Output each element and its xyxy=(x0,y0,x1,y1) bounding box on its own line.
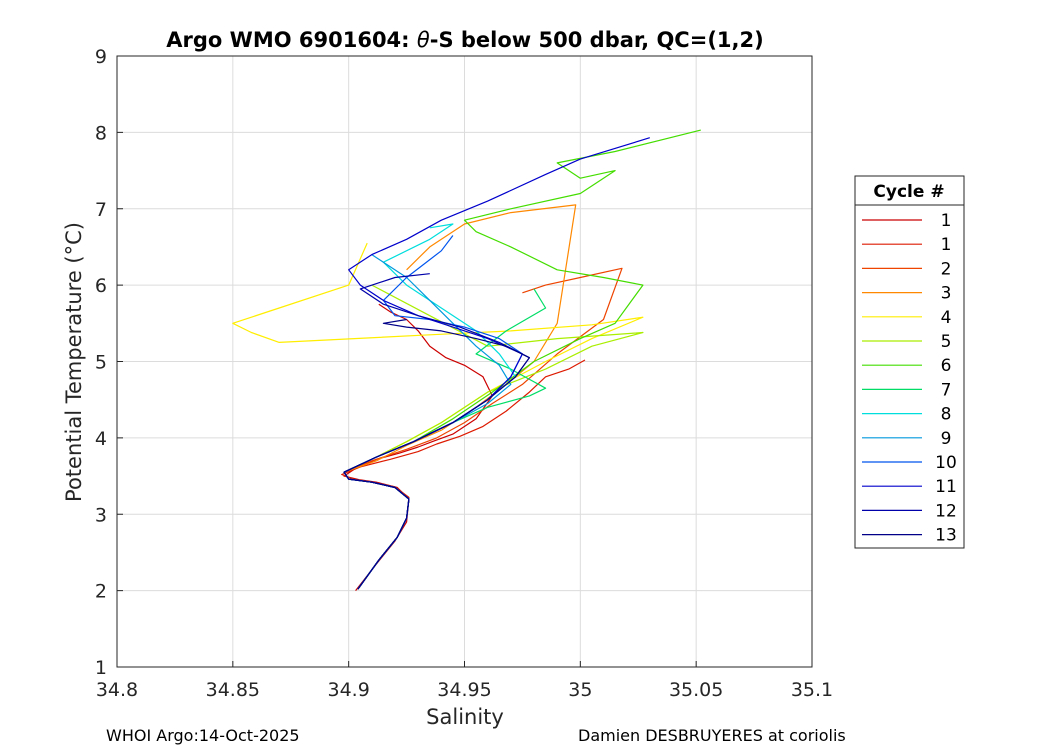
legend-entry-label: 4 xyxy=(941,308,952,328)
x-tick-label: 34.85 xyxy=(206,679,260,701)
y-tick-label: 9 xyxy=(95,46,107,68)
x-tick-label: 35.1 xyxy=(791,679,833,701)
y-tick-label: 6 xyxy=(95,275,107,297)
y-tick-label: 3 xyxy=(95,504,107,526)
y-tick-label: 4 xyxy=(95,428,107,450)
x-tick-label: 34.95 xyxy=(437,679,491,701)
x-tick-label: 34.9 xyxy=(328,679,370,701)
legend-entry-label: 7 xyxy=(941,380,952,400)
x-tick-label: 35.05 xyxy=(669,679,723,701)
y-tick-label: 2 xyxy=(95,581,107,603)
y-axis-label: Potential Temperature (°C) xyxy=(62,222,86,502)
series-lines xyxy=(232,129,701,591)
legend-entry-label: 12 xyxy=(935,501,957,521)
x-tick-label: 35 xyxy=(568,679,592,701)
y-tick-label: 7 xyxy=(95,199,107,221)
legend-title: Cycle # xyxy=(873,182,944,202)
x-tick-labels: 34.8 34.85 34.9 34.95 35 35.05 35.1 xyxy=(96,679,833,701)
legend-entry-label: 13 xyxy=(935,526,957,546)
legend-entry-label: 9 xyxy=(941,429,952,449)
y-tick-labels: 1 2 3 4 5 6 7 8 9 xyxy=(95,46,107,679)
legend-entry-label: 3 xyxy=(941,284,952,304)
legend-entry-label: 1 xyxy=(941,211,952,231)
series-line-cycle-13 xyxy=(343,318,531,590)
footer-right: Damien DESBRUYERES at coriolis xyxy=(578,726,846,745)
y-tick-label: 1 xyxy=(95,657,107,679)
axes-box xyxy=(116,55,813,668)
legend-entry-label: 11 xyxy=(935,477,957,497)
x-tick-label: 34.8 xyxy=(96,679,138,701)
y-tick-label: 8 xyxy=(95,122,107,144)
chart-title: Argo WMO 6901604: θ-S below 500 dbar, QC… xyxy=(166,28,763,52)
legend-entry-label: 2 xyxy=(941,259,952,279)
legend-entry-label: 10 xyxy=(935,453,957,473)
legend-entry-label: 6 xyxy=(941,356,952,376)
x-axis-label: Salinity xyxy=(426,705,504,729)
legend-entry-label: 8 xyxy=(941,405,952,425)
y-tick-label: 5 xyxy=(95,352,107,374)
legend-entry-label: 5 xyxy=(941,332,952,352)
footer-left: WHOI Argo:14-Oct-2025 xyxy=(106,726,300,745)
legend-entry-label: 1 xyxy=(941,235,952,255)
